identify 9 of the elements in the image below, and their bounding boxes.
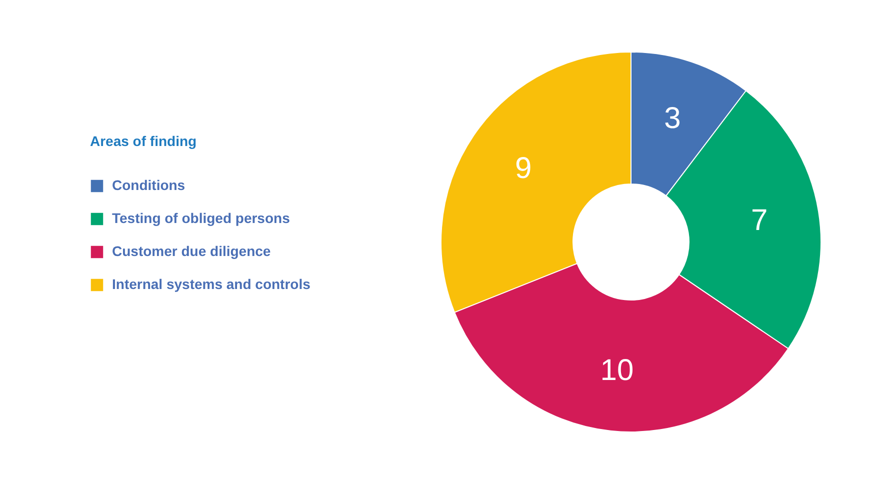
- legend-label: Customer due diligence: [112, 243, 271, 259]
- data-label: 7: [750, 204, 768, 237]
- legend-label: Testing of obliged persons: [112, 210, 290, 226]
- legend-label: Internal systems and controls: [112, 276, 311, 292]
- legend-title: Areas of finding: [90, 133, 197, 149]
- legend-label: Conditions: [112, 177, 186, 193]
- data-label: 10: [600, 354, 634, 388]
- data-label: 3: [664, 102, 681, 135]
- data-label: 9: [515, 152, 532, 186]
